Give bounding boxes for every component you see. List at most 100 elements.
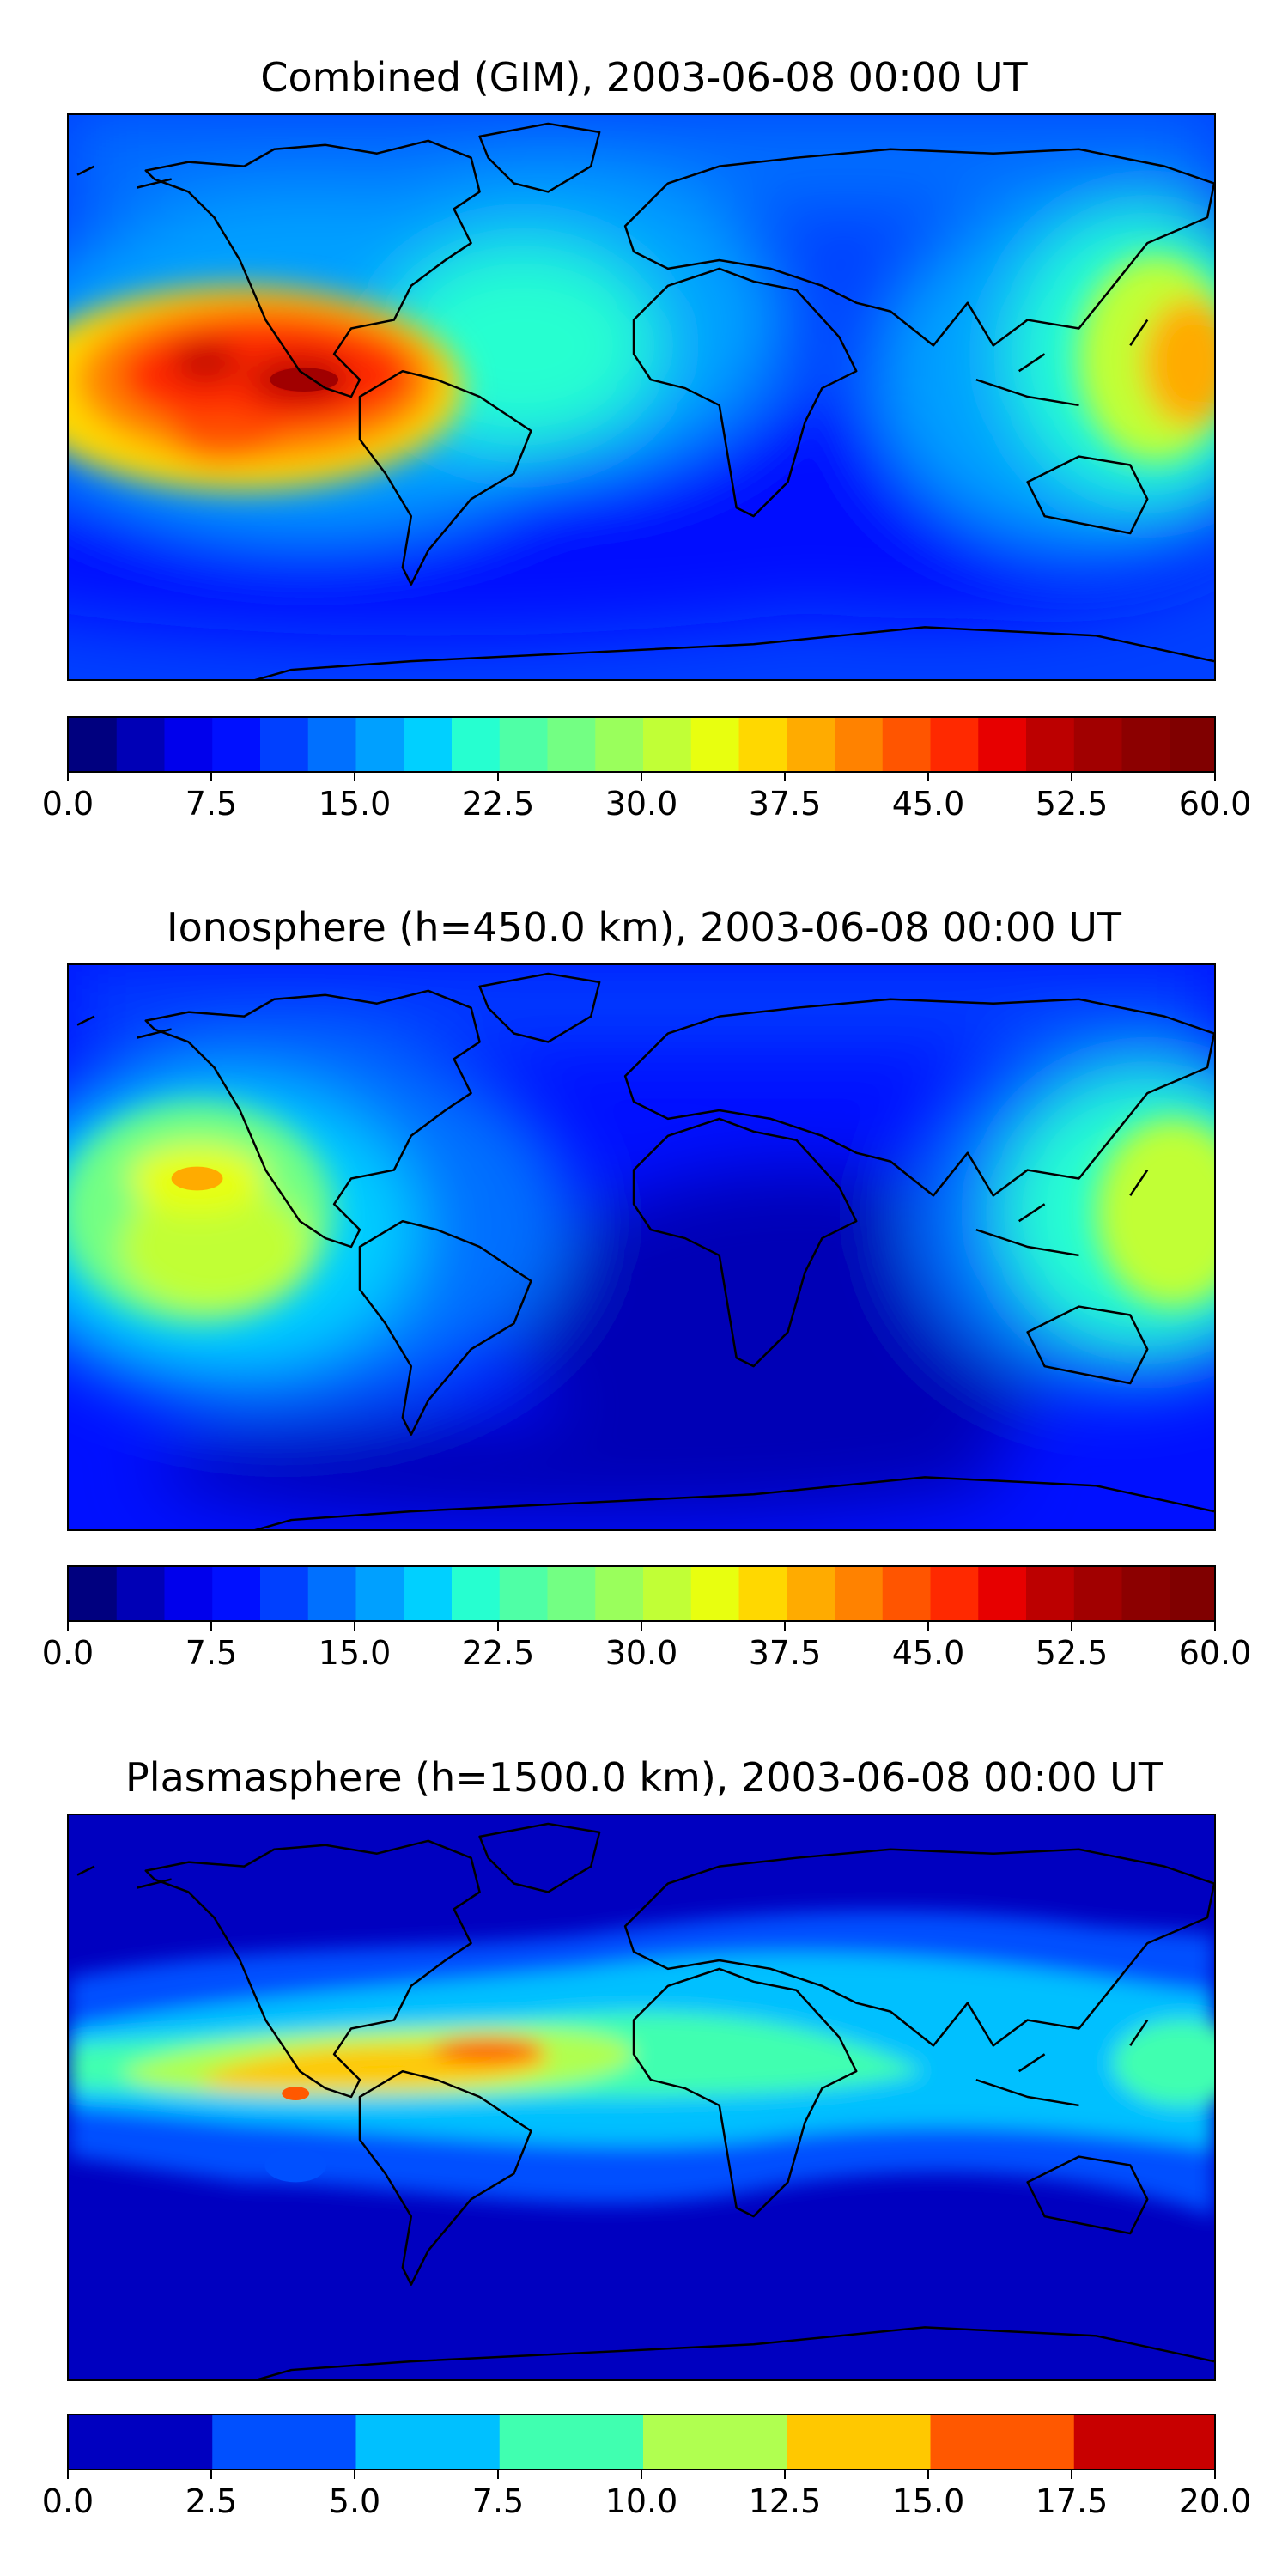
colorbar-combined: [67, 716, 1216, 773]
local-minimum: [264, 2148, 327, 2183]
chart-title-plasmasphere: Plasmasphere (h=1500.0 km), 2003-06-08 0…: [125, 1754, 1163, 1801]
colorbar-swatch: [212, 2415, 357, 2469]
tick-label: 37.5: [748, 785, 822, 823]
tick-label: 45.0: [891, 1634, 965, 1672]
colorbar-swatch: [595, 718, 644, 771]
colorbar-swatch: [499, 1567, 549, 1620]
colorbar-swatch: [882, 1567, 932, 1620]
map-plasmasphere: [67, 1814, 1216, 2381]
colorbar-swatch: [787, 2415, 932, 2469]
colorbar-swatch: [116, 1567, 166, 1620]
colorbar-swatch: [452, 718, 501, 771]
colorbar-swatch: [930, 718, 979, 771]
tick-label: 60.0: [1178, 785, 1252, 823]
tick-label: 7.5: [185, 1634, 238, 1672]
colorbar-swatch: [1170, 1567, 1214, 1620]
tick-label: 10.0: [605, 2482, 678, 2520]
colorbar-swatch: [260, 718, 309, 771]
colorbar-swatch: [212, 1567, 261, 1620]
colorbar-swatch: [355, 1567, 404, 1620]
coastlines: [76, 122, 1214, 679]
coastlines: [76, 972, 1214, 1529]
colorbar-swatch: [164, 1567, 213, 1620]
tick-label: 7.5: [185, 785, 238, 823]
colorbar-swatch: [116, 718, 166, 771]
colorbar-swatch: [835, 1567, 884, 1620]
tick-label: 30.0: [605, 785, 678, 823]
colorbar-swatch: [835, 718, 884, 771]
colorbar-swatch: [355, 718, 404, 771]
colorbar-swatch: [452, 1567, 501, 1620]
colorbar-swatch: [1170, 718, 1214, 771]
tick-label: 17.5: [1035, 2482, 1109, 2520]
colorbar-swatch: [1121, 718, 1170, 771]
tick-label: 37.5: [748, 1634, 822, 1672]
colorbar-ionosphere: [67, 1565, 1216, 1622]
tick-label: 12.5: [748, 2482, 822, 2520]
map-ionosphere: [67, 963, 1216, 1531]
colorbar-swatch: [978, 718, 1027, 771]
colorbar-plasmasphere-ticks: 0.0 2.5 5.0 7.5 10.0 12.5 15.0 17.5 20.0: [0, 2469, 1288, 2520]
colorbar-swatch: [69, 718, 118, 771]
colorbar-swatch: [1073, 2415, 1214, 2469]
tick-label: 52.5: [1035, 1634, 1109, 1672]
tick-label: 15.0: [318, 785, 392, 823]
colorbar-swatch: [643, 718, 692, 771]
tick-label: 0.0: [41, 1634, 94, 1672]
tick-label: 45.0: [891, 785, 965, 823]
colorbar-swatch: [643, 2415, 787, 2469]
colorbar-ionosphere-ticks: 0.0 7.5 15.0 22.5 30.0 37.5 45.0 52.5 60…: [0, 1620, 1288, 1672]
colorbar-swatch: [1026, 1567, 1075, 1620]
colorbar-swatch: [547, 718, 596, 771]
colorbar-swatch: [307, 1567, 357, 1620]
colorbar-swatch: [404, 1567, 453, 1620]
colorbar-swatch: [260, 1567, 309, 1620]
colorbar-swatch: [69, 2415, 213, 2469]
colorbar-combined-ticks: 0.0 7.5 15.0 22.5 30.0 37.5 45.0 52.5 60…: [0, 771, 1288, 823]
colorbar-swatch: [164, 718, 213, 771]
tick-label: 15.0: [318, 1634, 392, 1672]
colorbar-swatch: [787, 1567, 835, 1620]
tick-label: 5.0: [328, 2482, 381, 2520]
colorbar-combined-swatches: [69, 718, 1214, 771]
colorbar-ionosphere-swatches: [69, 1567, 1214, 1620]
colorbar-swatch: [595, 1567, 644, 1620]
tick-label: 60.0: [1178, 1634, 1252, 1672]
colorbar-plasmasphere: [67, 2414, 1216, 2470]
tick-label: 0.0: [41, 2482, 94, 2520]
colorbar-swatch: [882, 718, 932, 771]
tick-label: 22.5: [461, 1634, 535, 1672]
colorbar-swatch: [69, 1567, 118, 1620]
peak-marker: [171, 1166, 223, 1191]
colorbar-swatch: [930, 1567, 979, 1620]
tick-label: 0.0: [41, 785, 94, 823]
peak-marker: [282, 2087, 310, 2100]
colorbar-swatch: [690, 1567, 740, 1620]
colorbar-swatch: [978, 1567, 1027, 1620]
tick-label: 2.5: [185, 2482, 238, 2520]
chart-title-ionosphere: Ionosphere (h=450.0 km), 2003-06-08 00:0…: [167, 904, 1121, 951]
colorbar-swatch: [738, 1567, 787, 1620]
tick-label: 52.5: [1035, 785, 1109, 823]
tick-label: 30.0: [605, 1634, 678, 1672]
colorbar-swatch: [355, 2415, 501, 2469]
colorbar-swatch: [404, 718, 453, 771]
colorbar-swatch: [1073, 718, 1123, 771]
tick-label: 15.0: [891, 2482, 965, 2520]
colorbar-swatch: [690, 718, 740, 771]
chart-title-combined: Combined (GIM), 2003-06-08 00:00 UT: [260, 54, 1028, 100]
colorbar-swatch: [1026, 718, 1075, 771]
colorbar-swatch: [1121, 1567, 1170, 1620]
colorbar-swatch: [643, 1567, 692, 1620]
colorbar-swatch: [212, 718, 261, 771]
colorbar-swatch: [930, 2415, 1075, 2469]
tick-label: 7.5: [471, 2482, 525, 2520]
colorbar-swatch: [787, 718, 835, 771]
colorbar-swatch: [307, 718, 357, 771]
map-combined: [67, 113, 1216, 681]
colorbar-plasmasphere-swatches: [69, 2415, 1214, 2469]
colorbar-swatch: [1073, 1567, 1123, 1620]
tick-label: 20.0: [1178, 2482, 1252, 2520]
colorbar-swatch: [499, 718, 549, 771]
coastlines: [76, 1822, 1214, 2379]
